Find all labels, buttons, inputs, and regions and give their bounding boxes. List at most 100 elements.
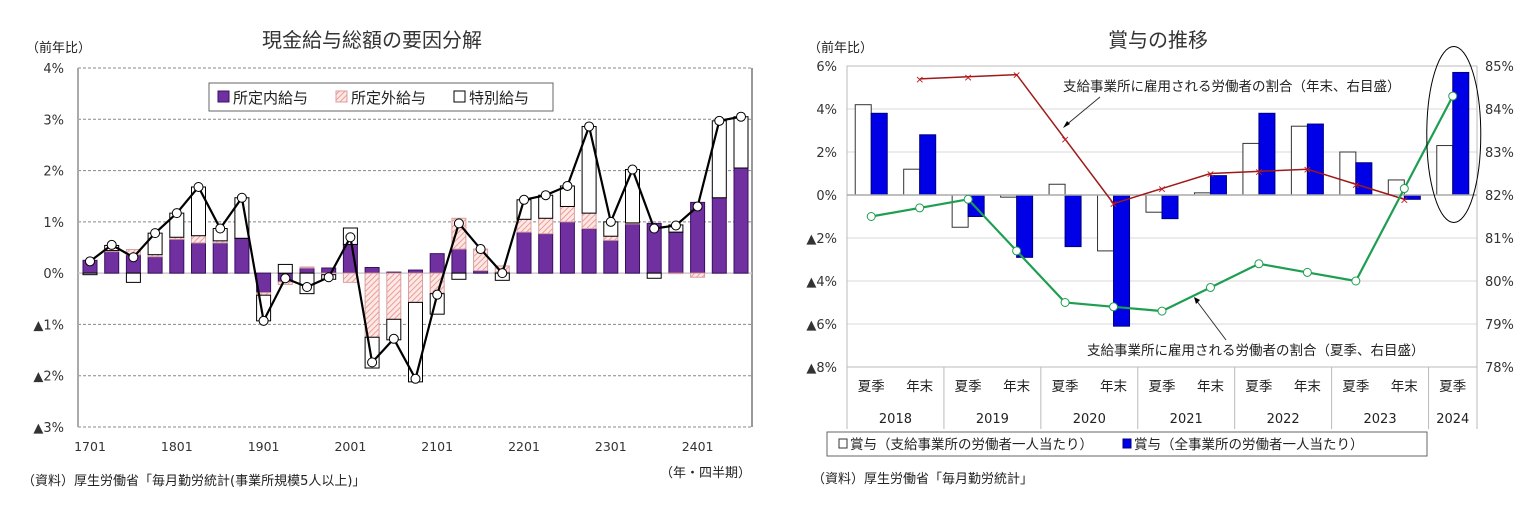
bar-overtime	[386, 272, 402, 320]
bar-special	[625, 169, 640, 224]
bar-special	[82, 272, 98, 276]
total-point	[692, 201, 703, 212]
x-group-label: 2019	[976, 412, 1009, 427]
right-chart: 6% 4% 2% 0% ▲2% ▲4% ▲6% ▲8% 85% 84% 83% 82% 81% 80% 79…	[806, 46, 1514, 457]
bar-paid-establishments	[903, 168, 921, 196]
bar-scheduled	[559, 221, 575, 274]
summer-ratio-point	[1399, 184, 1409, 194]
year-end-ratio-point: ×	[1303, 163, 1312, 176]
bar-all-establishments	[1064, 194, 1082, 248]
total-point	[85, 256, 95, 267]
legend-box	[208, 82, 554, 112]
year-end-ratio-point: ×	[1012, 69, 1021, 82]
bar-special	[277, 263, 293, 274]
year-end-ratio-line	[919, 73, 1405, 205]
bar-overtime	[191, 235, 206, 244]
x-group-label: 2024	[1436, 412, 1469, 427]
year-end-ratio-point: ×	[964, 71, 973, 84]
total-point	[627, 164, 638, 175]
bar-scheduled	[191, 242, 206, 274]
legend-label: 賞与（全事業所の労働者一人当たり）	[1134, 436, 1364, 453]
bar-overtime	[516, 218, 532, 233]
y2-tick-label: 81%	[1485, 232, 1514, 247]
legend-swatch-overtime	[335, 90, 348, 103]
x-category-label: 年末	[1391, 379, 1419, 395]
left-source-note: （資料）厚生労働省「毎月勤労統計(事業所規模5人以上)」	[22, 474, 366, 489]
total-point	[280, 273, 291, 284]
summer-ratio-point	[1109, 302, 1119, 312]
legend-label: 賞与（支給事業所の労働者一人当たり）	[850, 437, 1093, 453]
summer-ratio-point	[1012, 246, 1022, 256]
bar-scheduled	[104, 251, 120, 274]
bar-overtime	[342, 272, 358, 283]
bar-scheduled	[711, 197, 727, 274]
year-end-ratio-point: ×	[1351, 178, 1360, 191]
bar-all-establishments	[1258, 112, 1276, 196]
x-tick-label: 1901	[248, 439, 280, 454]
total-point	[193, 181, 204, 192]
x-tick-label: 2201	[508, 439, 540, 454]
bar-overtime	[559, 205, 575, 223]
bar-overtime	[581, 212, 597, 230]
bar-all-establishments	[870, 112, 888, 196]
annotation-arrow-summer	[1195, 299, 1227, 341]
summer-ratio-point	[1205, 282, 1215, 292]
legend-swatch-special	[453, 90, 466, 103]
bar-overtime	[603, 235, 619, 241]
bar-scheduled	[147, 256, 163, 274]
arrowhead	[1194, 297, 1200, 304]
x-group-label: 2021	[1170, 412, 1203, 427]
bar-all-establishments	[1161, 194, 1179, 220]
total-point	[540, 190, 551, 201]
x-tick-label: 1701	[74, 439, 106, 454]
x-category-label: 夏季	[1052, 379, 1079, 395]
bar-special	[125, 272, 141, 283]
bar-paid-establishments	[1145, 194, 1163, 213]
x-category-label: 夏季	[1149, 379, 1176, 395]
total-point	[410, 373, 421, 384]
bar-all-establishments	[919, 134, 937, 196]
bar-overtime	[364, 272, 380, 338]
left-x-unit-label: （年・四半期）	[660, 466, 752, 481]
bar-scheduled	[625, 223, 640, 274]
x-tick-label: 2401	[682, 439, 714, 454]
x-category-label: 夏季	[955, 379, 982, 395]
x-category-label: 夏季	[1439, 379, 1466, 395]
bar-paid-establishments	[1290, 125, 1308, 196]
total-point	[475, 244, 486, 255]
total-point	[605, 216, 616, 227]
bar-scheduled	[690, 201, 706, 274]
x-category-label: 年末	[1197, 379, 1225, 395]
legend: 所定内給与 所定外給与 特別給与	[208, 82, 554, 112]
year-end-ratio-point: ×	[1254, 165, 1263, 178]
x-category-label: 年末	[1003, 379, 1031, 395]
legend: 賞与（支給事業所の労働者一人当たり） 賞与（全事業所の労働者一人当たり）	[826, 431, 1428, 457]
x-category-label: 夏季	[1342, 379, 1369, 395]
summer-ratio-point	[1351, 276, 1361, 286]
total-point	[171, 208, 182, 219]
total-point	[736, 111, 746, 122]
year-end-ratio-point: ×	[915, 73, 924, 86]
bar-paid-establishments	[1436, 145, 1454, 196]
total-point	[106, 239, 117, 250]
right-source-note: （資料）厚生労働省「毎月勤労統計」	[812, 472, 1034, 487]
total-point	[323, 272, 334, 283]
left-chart-title: 現金給与総額の要因分解	[262, 28, 482, 52]
year-end-ratio-point: ×	[1206, 168, 1215, 181]
bar-scheduled	[538, 233, 554, 274]
y-tick-label: 4%	[43, 62, 64, 77]
bar-all-establishments	[1452, 71, 1470, 196]
legend-label: 所定内給与	[233, 89, 308, 107]
total-point	[649, 223, 660, 234]
x-tick-label: 2101	[421, 439, 453, 454]
summer-ratio-point	[1302, 267, 1312, 277]
annotation-arrow-year-end	[1064, 96, 1101, 127]
summer-ratio-point	[963, 194, 973, 204]
x-group-label: 2018	[879, 412, 912, 427]
total-point	[497, 268, 508, 279]
y-tick-label: ▲8%	[806, 361, 837, 376]
y2-tick-label: 82%	[1485, 189, 1514, 204]
y-tick-label: 6%	[816, 60, 837, 75]
summer-ratio-point	[915, 203, 925, 213]
bar-scheduled	[516, 231, 532, 274]
